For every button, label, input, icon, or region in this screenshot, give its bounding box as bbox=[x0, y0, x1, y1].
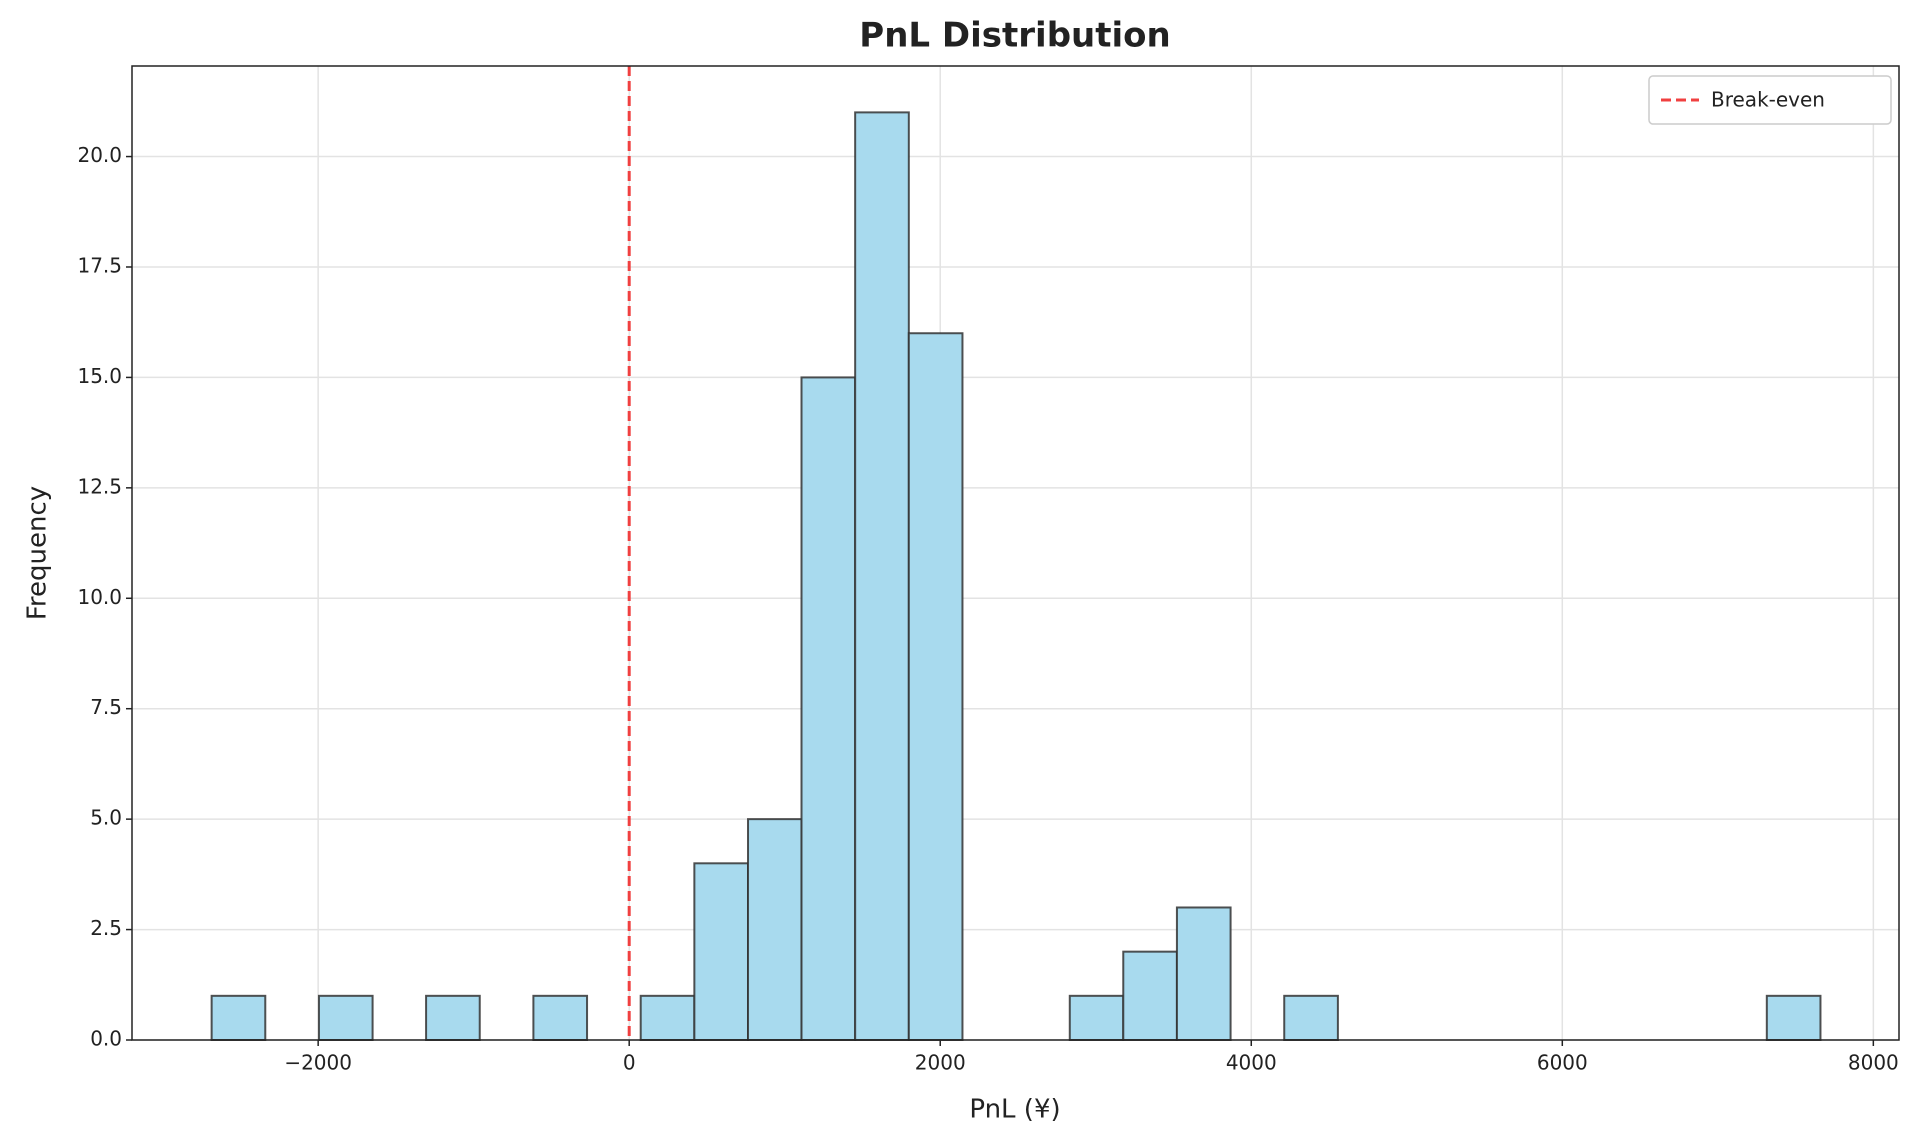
bar bbox=[317, 994, 374, 1041]
y-tick-label: 0.0 bbox=[90, 1027, 122, 1051]
y-tick-label: 12.5 bbox=[77, 474, 122, 498]
bar bbox=[907, 332, 964, 1042]
bar bbox=[1122, 950, 1178, 1042]
x-tick-label: 0 bbox=[623, 1051, 636, 1075]
bar bbox=[532, 994, 589, 1041]
bar bbox=[747, 818, 803, 1041]
legend-box bbox=[1648, 75, 1892, 125]
bar bbox=[854, 111, 910, 1041]
y-tick-label: 15.0 bbox=[77, 364, 122, 388]
y-tick-label: 7.5 bbox=[90, 695, 122, 719]
bar bbox=[800, 376, 857, 1041]
bar bbox=[1765, 994, 1822, 1041]
y-tick-label: 5.0 bbox=[90, 806, 122, 830]
bar bbox=[1068, 994, 1125, 1041]
bar bbox=[210, 994, 267, 1041]
chart-title: PnL Distribution bbox=[859, 16, 1170, 56]
y-axis-label: Frequency bbox=[23, 486, 53, 620]
bar bbox=[1175, 906, 1232, 1041]
bar bbox=[425, 994, 481, 1041]
x-tick-label: 4000 bbox=[1226, 1051, 1277, 1075]
y-tick-label: 2.5 bbox=[90, 916, 122, 940]
y-tick-label: 17.5 bbox=[77, 253, 122, 277]
y-tick-label: 20.0 bbox=[77, 143, 122, 167]
y-tick-label: 10.0 bbox=[77, 585, 122, 609]
x-tick-label: 8000 bbox=[1848, 1051, 1899, 1075]
plot-frame bbox=[131, 65, 1900, 1041]
x-tick-label: −2000 bbox=[284, 1051, 352, 1075]
legend-label: Break-even bbox=[1711, 88, 1825, 112]
x-tick-label: 6000 bbox=[1537, 1051, 1588, 1075]
bar bbox=[693, 862, 750, 1042]
bar bbox=[1283, 994, 1339, 1041]
x-tick-label: 2000 bbox=[915, 1051, 966, 1075]
bar bbox=[639, 994, 696, 1041]
x-axis-label: PnL (¥) bbox=[969, 1095, 1060, 1125]
